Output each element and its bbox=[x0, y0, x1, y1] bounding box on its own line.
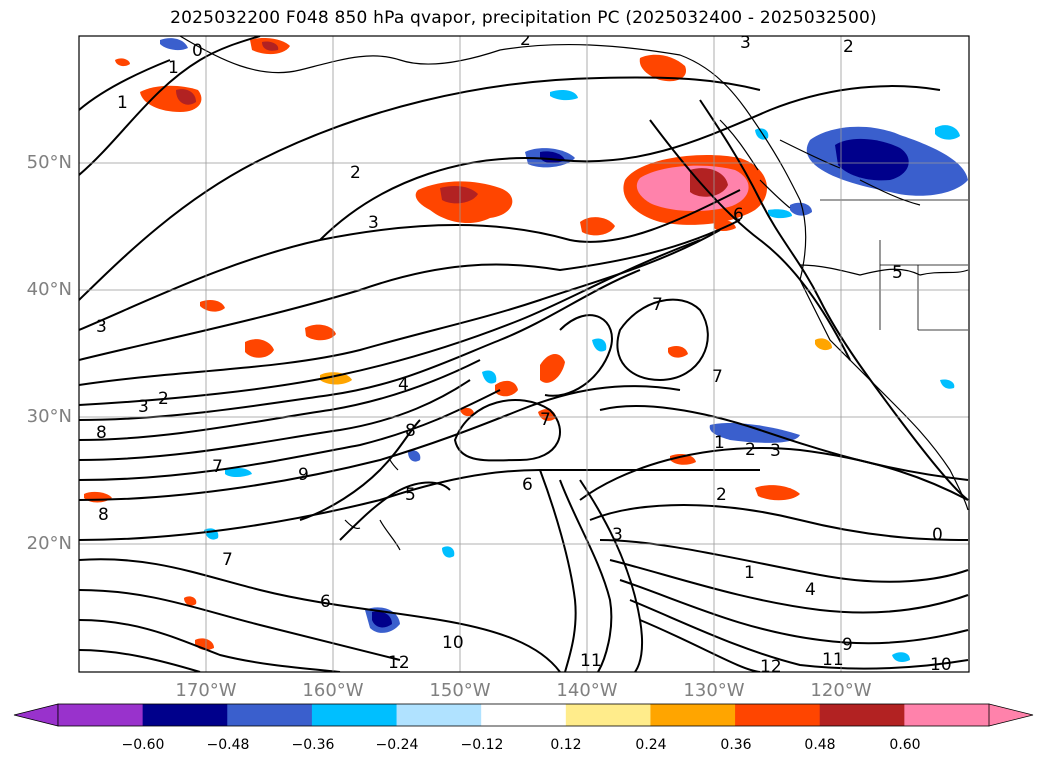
colorbar-cell bbox=[819, 704, 905, 726]
contour-label: 2 bbox=[350, 163, 361, 183]
colorbar-cell bbox=[142, 704, 228, 726]
contour-label: 8 bbox=[98, 505, 109, 525]
contour-label: 2 bbox=[158, 389, 169, 409]
lon-label-160w: 160°W bbox=[302, 680, 364, 701]
lon-label-150w: 150°W bbox=[429, 680, 491, 701]
contour-label: 9 bbox=[842, 635, 853, 655]
colorbar-label: 0.48 bbox=[804, 737, 836, 753]
contour-label: 0 bbox=[192, 41, 203, 61]
state-borders bbox=[820, 199, 968, 331]
contour-label: 11 bbox=[822, 650, 844, 670]
colorbar-label: −0.60 bbox=[121, 737, 165, 753]
colorbar-label: −0.24 bbox=[375, 737, 419, 753]
contour-label: 12 bbox=[760, 657, 782, 677]
colorbar-cell bbox=[396, 704, 482, 726]
colorbar-cell bbox=[904, 704, 990, 726]
colorbar-cell bbox=[735, 704, 821, 726]
colorbar-label: −0.48 bbox=[206, 737, 250, 753]
colorbar-cell bbox=[650, 704, 736, 726]
colorbar-cell bbox=[311, 704, 398, 726]
colorbar-label: 0.12 bbox=[550, 737, 582, 753]
contour-label: 2 bbox=[745, 440, 756, 460]
contour-label: 1 bbox=[168, 58, 179, 78]
contour-label: 7 bbox=[222, 550, 233, 570]
contour-label: 2 bbox=[843, 37, 854, 57]
colorbar-cell bbox=[565, 704, 651, 726]
contour-label: 3 bbox=[138, 397, 149, 417]
contour-label: 11 bbox=[580, 651, 602, 671]
contour-label: 10 bbox=[930, 655, 952, 675]
precip-positive-patches bbox=[84, 38, 832, 651]
contour-label: 7 bbox=[540, 410, 551, 430]
colorbar-overflow-arrow bbox=[988, 703, 1034, 727]
contour-label: 7 bbox=[652, 295, 663, 315]
lon-label-120w: 120°W bbox=[810, 680, 872, 701]
lon-label-130w: 130°W bbox=[683, 680, 745, 701]
gridlines bbox=[79, 36, 969, 672]
map-title: 2025032200 F048 850 hPa qvapor, precipit… bbox=[170, 8, 877, 28]
lat-label-50n: 50°N bbox=[26, 152, 72, 173]
contour-label: 3 bbox=[96, 317, 107, 337]
lon-label-170w: 170°W bbox=[175, 680, 237, 701]
contour-label: 4 bbox=[398, 375, 409, 395]
contour-label: 6 bbox=[320, 592, 331, 612]
contour-label: 0 bbox=[932, 525, 943, 545]
contour-label: 10 bbox=[442, 633, 464, 653]
contour-label: 12 bbox=[388, 653, 410, 673]
colorbar-label: 0.60 bbox=[889, 737, 921, 753]
contour-label: 5 bbox=[892, 263, 903, 283]
contour-label: 2 bbox=[716, 485, 727, 505]
contour-label: 4 bbox=[805, 580, 816, 600]
precip-negative-patches bbox=[160, 38, 968, 663]
colorbar-underflow-arrow bbox=[13, 703, 59, 727]
contour-label: 3 bbox=[740, 33, 751, 53]
lat-label-40n: 40°N bbox=[26, 279, 72, 300]
contour-label: 2 bbox=[520, 30, 531, 50]
colorbar-label: −0.36 bbox=[291, 737, 335, 753]
contour-label: 9 bbox=[298, 465, 309, 485]
colorbar-cell bbox=[58, 704, 144, 726]
colorbar-label: 0.24 bbox=[635, 737, 667, 753]
contour-label: 1 bbox=[744, 563, 755, 583]
lat-label-30n: 30°N bbox=[26, 406, 72, 427]
contour-label: 8 bbox=[405, 421, 416, 441]
contour-label: 3 bbox=[612, 525, 623, 545]
contour-label: 7 bbox=[712, 367, 723, 387]
contour-label: 8 bbox=[96, 423, 107, 443]
colorbar-label: 0.36 bbox=[720, 737, 752, 753]
colorbar-label: −0.12 bbox=[460, 737, 504, 753]
qvapor-contours bbox=[79, 36, 969, 672]
coastline bbox=[179, 36, 969, 551]
lat-label-20n: 20°N bbox=[26, 533, 72, 554]
map-frame bbox=[78, 35, 970, 673]
lon-label-140w: 140°W bbox=[556, 680, 618, 701]
contour-label: 5 bbox=[405, 485, 416, 505]
contour-label: 6 bbox=[733, 205, 744, 225]
colorbar-cell bbox=[227, 704, 313, 726]
contour-label: 6 bbox=[522, 475, 533, 495]
contour-label: 1 bbox=[117, 93, 128, 113]
contour-label: 3 bbox=[368, 213, 379, 233]
contour-label: 3 bbox=[770, 441, 781, 461]
colorbar-cell bbox=[481, 704, 567, 726]
colorbar bbox=[13, 703, 1034, 727]
contour-label: 1 bbox=[714, 433, 725, 453]
contour-label: 7 bbox=[212, 457, 223, 477]
